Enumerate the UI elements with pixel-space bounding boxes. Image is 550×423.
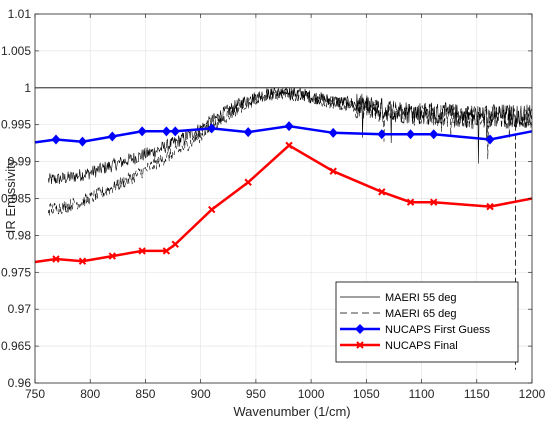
series-line	[34, 124, 533, 144]
series-maeri-65	[48, 87, 533, 370]
x-tick-label: 950	[246, 387, 266, 401]
legend-marker-final	[356, 341, 364, 349]
series-line	[34, 143, 533, 264]
data-point	[138, 247, 146, 255]
data-point	[51, 134, 61, 145]
data-point	[161, 126, 171, 137]
legend: MAERI 55 deg MAERI 65 deg NUCAPS First G…	[335, 281, 519, 363]
x-tick-label: 1050	[353, 387, 380, 401]
x-axis-title: Wavenumber (1/cm)	[233, 404, 350, 419]
x-tick-label: 800	[80, 387, 100, 401]
data-point	[377, 129, 387, 140]
data-point	[243, 127, 253, 138]
legend-label-final: NUCAPS Final	[385, 340, 458, 352]
x-tick-label: 1200	[519, 387, 546, 401]
data-point	[328, 127, 338, 138]
data-point	[429, 198, 438, 206]
data-point	[208, 205, 216, 214]
data-point	[162, 247, 171, 255]
x-tick-label: 850	[135, 387, 155, 401]
data-point	[429, 129, 439, 140]
data-point	[171, 240, 179, 248]
y-tick-label: 1	[24, 81, 31, 95]
data-point	[107, 131, 117, 142]
y-tick-label: 1.005	[1, 44, 31, 58]
x-tick-label: 1150	[464, 387, 490, 401]
data-point	[137, 126, 147, 137]
legend-label-maeri-55: MAERI 55 deg	[385, 292, 457, 304]
data-point	[207, 123, 217, 134]
y-tick-label: 0.97	[8, 302, 32, 316]
legend-box	[335, 281, 519, 363]
y-tick-label: 0.98	[8, 228, 32, 242]
series-line	[48, 87, 533, 216]
tick-labels: 750 800 850 900 950 1000 1050 1100 1150 1200 0.96 0…	[1, 7, 546, 401]
y-tick-label: 0.975	[1, 265, 31, 279]
y-tick-label: 0.995	[1, 118, 31, 132]
plot-frame	[34, 13, 533, 384]
data-point	[244, 178, 252, 186]
y-tick-label: 1.01	[8, 7, 32, 21]
x-tick-label: 900	[191, 387, 211, 401]
x-tick-label: 750	[25, 387, 45, 401]
data-point	[485, 134, 495, 145]
data-point	[406, 198, 415, 206]
series-group	[34, 86, 533, 370]
x-tick-label: 1100	[409, 387, 435, 401]
series-nucaps-final	[34, 141, 533, 265]
data-point	[406, 129, 416, 140]
y-tick-label: 0.99	[8, 155, 32, 169]
data-point	[108, 252, 117, 260]
data-point	[486, 202, 494, 211]
y-tick-label: 0.96	[8, 376, 32, 390]
legend-label-first-guess: NUCAPS First Guess	[385, 324, 491, 336]
y-axis-title: IR Emissivity	[3, 158, 18, 233]
series-nucaps-first-guess	[34, 121, 533, 147]
data-point	[170, 126, 180, 137]
data-point	[284, 121, 294, 132]
legend-marker-first-guess	[355, 324, 365, 334]
axes-frame	[34, 13, 533, 384]
y-tick-label: 0.965	[1, 339, 31, 353]
data-point	[52, 255, 60, 263]
y-tick-label: 0.985	[1, 192, 31, 206]
data-point	[78, 257, 87, 265]
data-point	[378, 188, 386, 196]
data-point	[77, 136, 87, 147]
data-point	[285, 141, 293, 150]
data-point	[329, 167, 337, 175]
legend-label-maeri-65: MAERI 65 deg	[385, 308, 457, 320]
x-tick-label: 1000	[298, 387, 325, 401]
